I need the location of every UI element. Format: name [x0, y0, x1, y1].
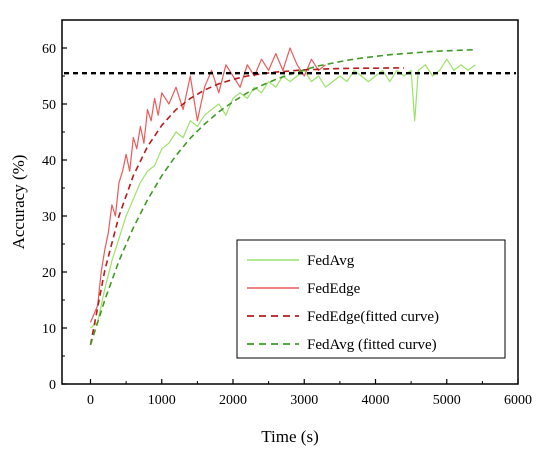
- series-line-fedavg-fitted-curve: [89, 48, 476, 346]
- y-axis-title: Accuracy (%): [9, 155, 28, 250]
- legend-label-fededge-fitted-curve: FedEdge(fitted curve): [307, 309, 439, 325]
- y-tick-label: 0: [49, 378, 56, 393]
- y-axis-ticks: 0 10 20 30 40 50 60: [42, 42, 67, 393]
- y-tick-label: 50: [42, 98, 56, 113]
- x-axis-ticks: 0 1000 2000 3000 4000 5000 6000: [87, 379, 532, 408]
- x-tick-label: 0: [87, 393, 94, 408]
- x-tick-label: 2000: [219, 393, 247, 408]
- y-tick-label: 60: [42, 42, 56, 57]
- x-tick-label: 4000: [362, 393, 390, 408]
- legend-label-fedavg: FedAvg: [307, 253, 355, 269]
- series-layer: [89, 47, 476, 346]
- y-tick-label: 30: [42, 210, 56, 225]
- legend-label-fedavg-fitted-curve: FedAvg (fitted curve): [307, 337, 437, 353]
- legend: FedAvg FedEdge FedEdge(fitted curve) FedAvg…: [236, 239, 506, 359]
- legend-label-fededge: FedEdge: [307, 281, 361, 297]
- x-tick-label: 6000: [504, 393, 532, 408]
- x-tick-label: 5000: [433, 393, 461, 408]
- y-tick-label: 10: [42, 322, 56, 337]
- x-tick-label: 1000: [148, 393, 176, 408]
- series-line-fededge-fitted-curve: [89, 67, 404, 345]
- series-line-fedavg: [90, 58, 476, 329]
- y-tick-label: 20: [42, 266, 56, 281]
- plot-area-frame: [61, 19, 519, 385]
- y-tick-label: 40: [42, 154, 56, 169]
- x-axis-title: Time (s): [261, 427, 318, 446]
- x-tick-label: 3000: [290, 393, 318, 408]
- series-line-fededge: [89, 47, 326, 323]
